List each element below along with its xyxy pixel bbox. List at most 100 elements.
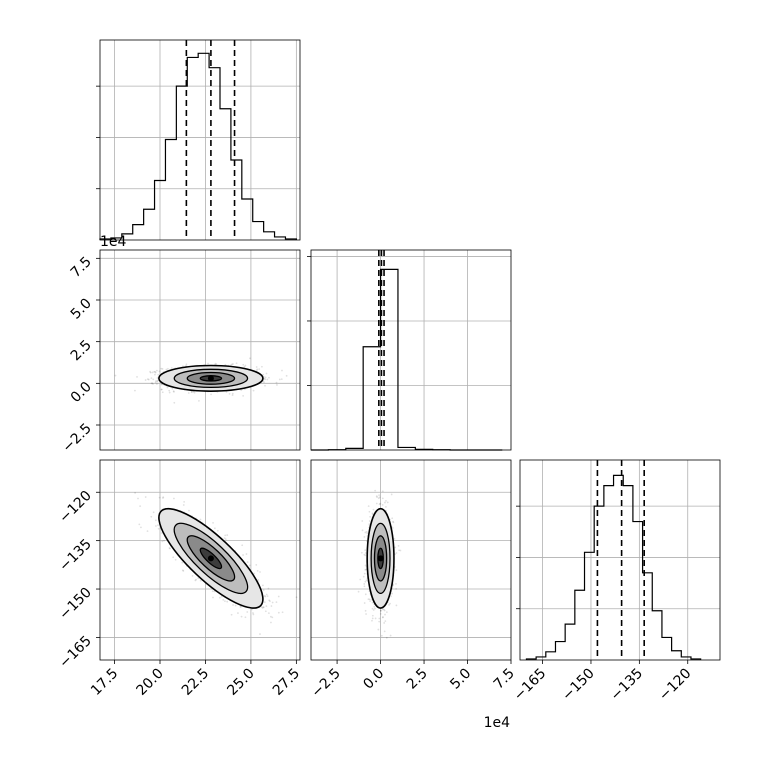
joint-p0-p1-sample-point (278, 378, 281, 381)
x-tick-label-param2: −135 (608, 666, 647, 705)
joint-p0-p1-sample-point (232, 363, 234, 365)
x-tick-label-param2: −165 (511, 666, 550, 705)
joint-p1-p2-sample-point (395, 583, 397, 585)
joint-p0-p1-sample-point (193, 391, 196, 394)
joint-p0-p1-sample-point (160, 383, 163, 386)
joint-p0-p1-sample-point (168, 391, 171, 394)
joint-p0-p2-sample-point (220, 595, 223, 598)
joint-p1-p2-sample-point (379, 609, 382, 612)
joint-p0-p1-sample-point (255, 366, 258, 368)
joint-p0-p1-sample-point (168, 389, 171, 392)
joint-p0-p1-sample-point (231, 392, 234, 395)
joint-p1-p2-sample-point (389, 602, 391, 605)
joint-p0-p2-sample-point (168, 547, 171, 549)
joint-p0-p2-sample-point (277, 611, 280, 614)
joint-p0-p1-sample-point (134, 389, 136, 392)
x-tick-label-param0: 22.5 (179, 666, 212, 699)
joint-p1-p2-sample-point (398, 549, 401, 552)
joint-p0-p1-scatter (114, 357, 288, 404)
x-tick-label-param1: −2.5 (309, 666, 344, 701)
joint-p0-p2-sample-point (182, 570, 185, 572)
joint-p0-p2-sample-point (240, 615, 243, 618)
joint-p0-p2-sample-point (244, 616, 247, 619)
joint-p1-p2-sample-point (376, 496, 378, 499)
joint-p1-p2-sample-point (364, 531, 367, 534)
joint-p0-p2-sample-point (263, 601, 266, 603)
joint-p0-p1-sample-point (152, 378, 155, 381)
joint-p0-p1-sample-point (228, 392, 231, 395)
joint-p0-p1-sample-point (152, 383, 154, 385)
joint-p1-p2-sample-point (368, 510, 371, 513)
joint-p0-p2-sample-point (259, 633, 261, 635)
joint-p0-p2-sample-point (139, 505, 142, 507)
joint-p1-p2-sample-point (371, 607, 374, 610)
joint-p0-p2-sample-point (277, 595, 280, 598)
joint-p0-p1-sample-point (156, 383, 158, 385)
joint-p1-p2-sample-point (385, 611, 388, 614)
joint-p0-p2-sample-point (195, 578, 197, 581)
joint-p0-p1-sample-point (235, 362, 238, 365)
joint-p0-p1-sample-point (172, 390, 175, 393)
joint-p1-p2-sample-point (368, 520, 371, 522)
joint-p0-p2-sample-point (181, 569, 184, 572)
joint-p0-p2-sample-point (270, 621, 272, 624)
joint-p1-p2-sample-point (357, 590, 360, 593)
joint-p0-p2-sample-point (157, 524, 159, 527)
joint-p0-p1-sample-point (262, 373, 265, 376)
joint-p0-p2-sample-point (232, 604, 234, 606)
joint-p0-p1-sample-point (187, 392, 190, 394)
joint-p0-p2-sample-point (269, 600, 271, 603)
joint-p1-p2-sample-point (391, 517, 394, 520)
joint-p0-p1-sample-point (136, 376, 138, 378)
joint-p0-p1-sample-point (167, 367, 169, 370)
joint-p1-p2-sample-point (364, 609, 367, 612)
x-tick-label-param1: 5.0 (447, 666, 474, 693)
joint-p1-p2-sample-point (365, 530, 368, 533)
joint-p0-p2-sample-point (194, 579, 197, 582)
x-tick-label-param1: 0.0 (360, 666, 387, 693)
joint-p1-p2-sample-point (379, 612, 382, 615)
joint-p0-p1-sample-point (144, 379, 147, 381)
x-tick-label-param2: −120 (656, 666, 695, 705)
joint-p0-p1-sample-point (242, 394, 245, 397)
joint-p1-p2-sample-point (364, 568, 367, 571)
joint-p1-p2-sample-point (385, 506, 387, 508)
joint-p1-p2-sample-point (378, 503, 381, 506)
joint-p0-p2-sample-point (262, 606, 265, 609)
joint-p0-p2-density-peak (207, 555, 214, 562)
joint-p0-p1-sample-point (160, 388, 163, 391)
joint-p0-p2-sample-point (134, 492, 137, 494)
joint-p0-p1-sample-point (156, 379, 159, 382)
y-tick-label-param1: −2.5 (59, 421, 94, 456)
joint-p1-p2-sample-point (394, 546, 397, 549)
joint-p0-p2-sample-point (265, 605, 268, 608)
joint-p0-p2-sample-point (172, 556, 175, 559)
joint-p0-p2-sample-point (270, 605, 273, 607)
joint-p0-p1-sample-point (264, 384, 266, 387)
joint-p0-p2-sample-point (146, 530, 149, 533)
joint-p0-p2-sample-point (183, 501, 186, 503)
joint-p0-p2-sample-point (173, 497, 175, 500)
joint-p0-p2-sample-point (182, 504, 185, 506)
joint-p1-p2-sample-point (361, 520, 364, 522)
param1-y-offset-label: 1e4 (100, 234, 127, 250)
joint-p0-p2-sample-point (219, 596, 221, 599)
joint-p1-p2-sample-point (384, 620, 387, 623)
joint-p0-p2-sample-point (271, 601, 274, 604)
joint-p1-p2-sample-point (391, 527, 394, 529)
joint-p0-p1-sample-point (258, 368, 261, 371)
joint-p0-p1-sample-point (160, 388, 163, 391)
joint-p0-p1-sample-point (207, 362, 209, 365)
joint-p1-p2-sample-point (393, 537, 396, 540)
joint-p0-p2-sample-point (262, 589, 265, 592)
joint-p1-p2-sample-point (365, 613, 367, 615)
joint-p0-p2-sample-point (262, 606, 264, 609)
joint-p0-p1-sample-point (154, 380, 157, 383)
joint-p1-p2-sample-point (368, 523, 371, 526)
joint-p1-p2-sample-point (363, 536, 366, 538)
joint-p1-p2-sample-point (381, 490, 384, 493)
joint-p0-p1-sample-point (173, 390, 175, 393)
joint-p0-p2-sample-point (252, 613, 255, 616)
joint-p0-p2-sample-point (275, 601, 278, 604)
joint-p0-p1-sample-point (280, 378, 283, 381)
